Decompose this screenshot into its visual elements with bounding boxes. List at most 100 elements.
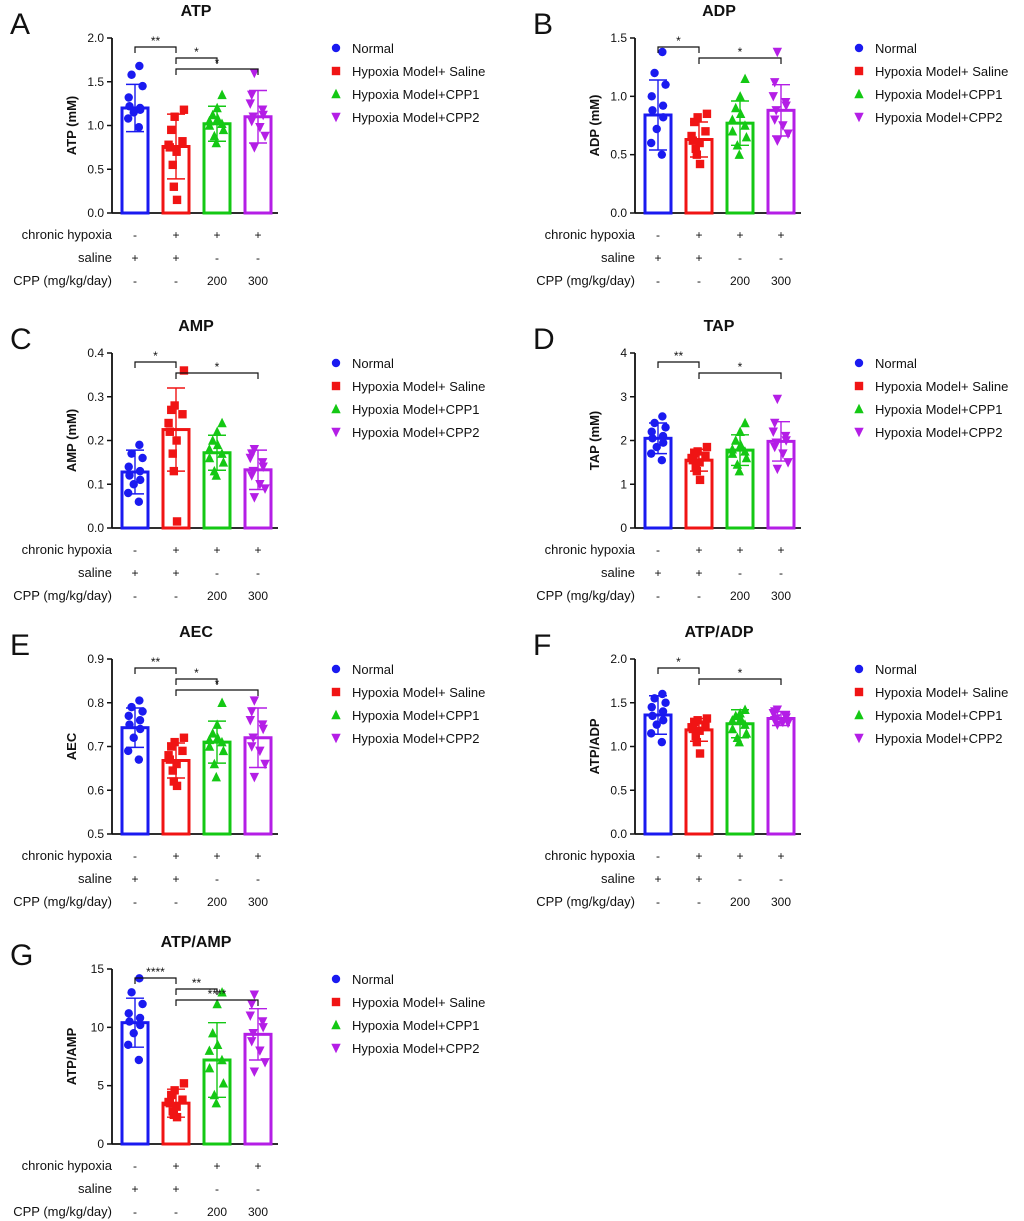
data-point (741, 452, 752, 463)
significance-label: ** (151, 655, 161, 669)
legend-marker (331, 427, 341, 438)
legend-marker (854, 664, 864, 674)
condition-value: + (736, 543, 743, 557)
data-point (692, 150, 702, 159)
chart-title: TAP (704, 318, 735, 335)
data-point (217, 89, 227, 100)
data-point (211, 771, 221, 782)
data-point (165, 755, 174, 764)
condition-value: + (777, 228, 784, 242)
condition-value: - (697, 589, 701, 603)
condition-value: 300 (771, 895, 791, 909)
data-point (204, 452, 215, 463)
legend-label: Hypoxia Model+ Saline (352, 995, 485, 1010)
condition-label: saline (601, 250, 635, 265)
data-point (260, 1058, 270, 1068)
data-point (734, 465, 744, 476)
y-tick-label: 3 (620, 390, 627, 404)
data-point (127, 70, 136, 79)
condition-value: + (172, 251, 179, 265)
y-tick-label: 0.5 (87, 827, 104, 841)
condition-value: - (215, 872, 219, 886)
significance-bracket (175, 988, 218, 995)
data-point (770, 78, 780, 88)
data-point (687, 131, 696, 141)
legend-label: Hypoxia Model+CPP2 (352, 731, 480, 746)
data-point (692, 466, 702, 476)
legend-label: Hypoxia Model+CPP1 (875, 87, 1003, 102)
data-point (212, 102, 222, 113)
data-point (123, 746, 133, 756)
condition-label: CPP (mg/kg/day) (536, 894, 635, 909)
data-point (124, 93, 133, 102)
legend-marker (854, 403, 864, 414)
data-point (249, 445, 260, 455)
y-tick-label: 0.0 (610, 206, 627, 220)
data-point (217, 697, 227, 707)
data-point (693, 447, 702, 456)
y-tick-label: 2 (620, 434, 627, 448)
data-point (167, 125, 176, 135)
condition-label: chronic hypoxia (545, 227, 636, 242)
significance-label: * (676, 34, 681, 48)
data-point (249, 696, 260, 706)
condition-label: chronic hypoxia (545, 542, 636, 557)
data-point (257, 458, 268, 468)
data-point (167, 1090, 176, 1100)
legend-label: Hypoxia Model+ Saline (875, 685, 1008, 700)
condition-value: + (213, 1159, 220, 1173)
data-point (260, 759, 270, 770)
legend-marker (331, 733, 341, 744)
chart-title: ATP/AMP (161, 934, 232, 951)
data-point (135, 61, 144, 71)
condition-value: + (172, 872, 179, 886)
significance-bracket (175, 678, 218, 685)
condition-value: - (697, 274, 701, 288)
condition-value: + (213, 228, 220, 242)
y-axis-label: ATP/AMP (64, 1027, 79, 1085)
significance-bracket (175, 372, 259, 379)
significance-label: * (215, 677, 220, 691)
data-point (165, 427, 174, 436)
significance-label: * (194, 45, 199, 59)
data-point (179, 733, 189, 742)
data-point (249, 493, 260, 503)
data-point (732, 140, 743, 150)
y-axis-label: AEC (64, 732, 79, 760)
condition-value: - (215, 251, 219, 265)
data-point (212, 998, 222, 1009)
data-point (249, 143, 260, 153)
data-point (170, 401, 179, 410)
data-point (135, 716, 145, 725)
data-point (136, 724, 145, 734)
data-point (135, 696, 144, 705)
condition-value: + (172, 543, 179, 557)
data-point (740, 73, 750, 84)
significance-bracket (698, 678, 782, 685)
legend-label: Hypoxia Model+CPP2 (352, 425, 480, 440)
data-point (204, 734, 215, 745)
y-axis-label: ADP (mM) (587, 95, 602, 157)
data-point (172, 759, 181, 769)
data-point (659, 438, 668, 447)
condition-value: + (654, 872, 661, 886)
condition-label: saline (601, 871, 635, 886)
y-tick-label: 0 (97, 1137, 104, 1151)
data-point (138, 707, 147, 716)
condition-value: - (133, 589, 137, 603)
panel-letter: D (533, 323, 555, 356)
legend-label: Hypoxia Model+CPP2 (875, 425, 1003, 440)
data-point (129, 108, 138, 117)
data-point (135, 1013, 145, 1023)
condition-value: + (131, 566, 138, 580)
condition-value: - (256, 872, 260, 886)
significance-label: **** (208, 987, 227, 1001)
condition-value: - (133, 543, 137, 557)
y-tick-label: 0 (620, 521, 627, 535)
data-point (178, 1095, 187, 1104)
data-point (772, 394, 783, 405)
data-point (255, 1046, 265, 1056)
data-point (124, 462, 133, 471)
